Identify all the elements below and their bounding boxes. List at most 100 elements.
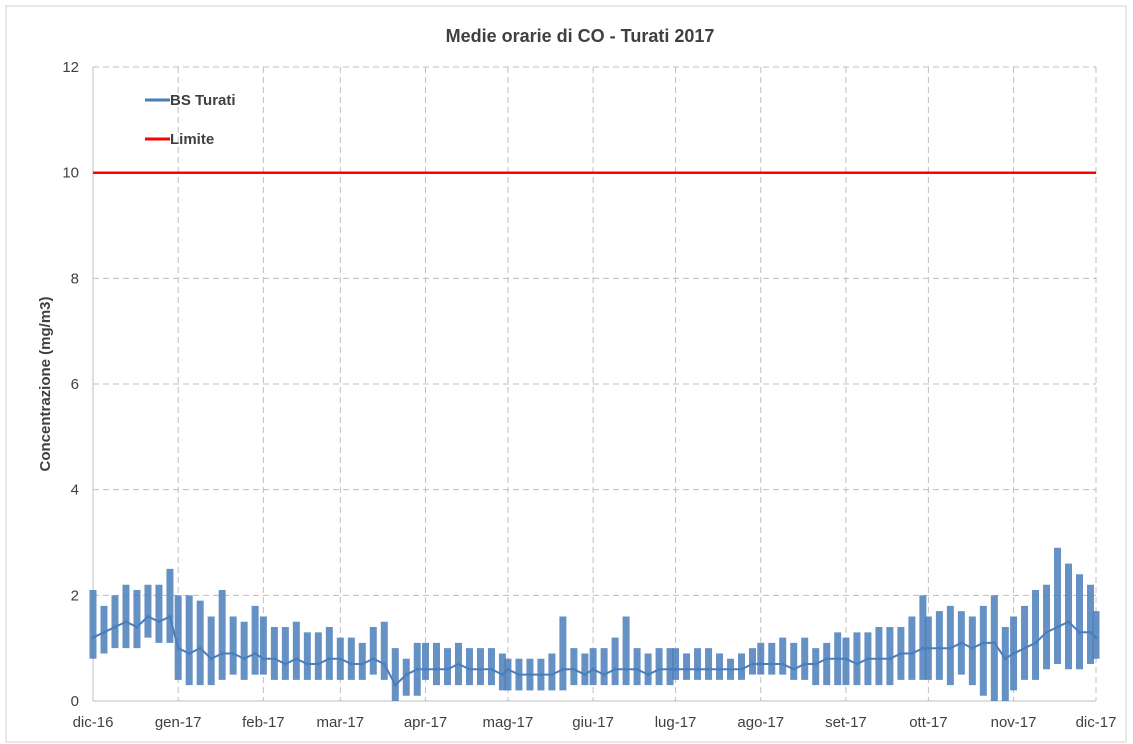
x-tick-label: set-17 <box>825 714 867 731</box>
data-point <box>434 667 438 671</box>
x-tick-label: mar-17 <box>317 714 365 731</box>
data-point <box>146 614 150 618</box>
data-point <box>327 657 331 661</box>
data-point <box>825 657 829 661</box>
legend-label-bs-turati: BS Turati <box>170 92 236 109</box>
data-point <box>467 667 471 671</box>
data-point <box>948 646 952 650</box>
x-tick-label: apr-17 <box>404 714 447 731</box>
data-point <box>91 636 95 640</box>
data-point <box>1056 625 1060 629</box>
data-point <box>242 657 246 661</box>
data-point <box>888 657 892 661</box>
data-point <box>981 641 985 645</box>
data-point <box>261 657 265 661</box>
data-point <box>360 662 364 666</box>
data-point <box>959 641 963 645</box>
data-point <box>707 667 711 671</box>
y-tick-label: 12 <box>62 59 79 76</box>
x-tick-label: mag-17 <box>483 714 534 731</box>
data-point <box>855 662 859 666</box>
legend: BS Turati Limite <box>145 92 236 148</box>
data-point <box>740 667 744 671</box>
data-point <box>506 667 510 671</box>
y-tick-label: 8 <box>71 270 79 287</box>
x-tick-label: dic-16 <box>73 714 114 731</box>
data-point <box>1023 646 1027 650</box>
data-point <box>135 625 139 629</box>
data-point <box>539 673 543 677</box>
tick-layer: 0 2 4 6 8 10 12 dic-16 gen-17 feb-17 mar-17 apr-17 m… <box>62 59 1116 731</box>
data-point <box>866 657 870 661</box>
x-tick-label: lug-17 <box>655 714 697 731</box>
data-point <box>921 646 925 650</box>
data-point <box>528 673 532 677</box>
data-point <box>1094 636 1098 640</box>
series-layer <box>89 171 1100 701</box>
grid-layer <box>92 66 1097 702</box>
data-point <box>583 673 587 677</box>
data-point <box>338 657 342 661</box>
data-point <box>1089 630 1093 634</box>
data-point <box>781 662 785 666</box>
data-point <box>1034 641 1038 645</box>
y-tick-label: 4 <box>71 482 79 499</box>
data-point <box>124 620 128 624</box>
data-point <box>696 667 700 671</box>
x-tick-label: ago-17 <box>737 714 784 731</box>
data-point <box>751 662 755 666</box>
data-point <box>349 662 353 666</box>
series-line-bs-turati <box>92 615 1097 687</box>
data-point <box>102 630 106 634</box>
data-point <box>253 651 257 655</box>
x-tick-label: ott-17 <box>909 714 947 731</box>
data-point <box>668 667 672 671</box>
data-point <box>500 673 504 677</box>
data-point <box>393 683 397 687</box>
data-point <box>1078 630 1082 634</box>
data-point <box>424 667 428 671</box>
data-point <box>478 667 482 671</box>
chart-frame <box>5 5 1127 743</box>
legend-label-limite: Limite <box>170 131 214 148</box>
data-point <box>718 667 722 671</box>
data-point <box>992 641 996 645</box>
y-tick-label: 0 <box>71 693 79 710</box>
data-point <box>657 667 661 671</box>
data-point <box>550 673 554 677</box>
data-point <box>803 662 807 666</box>
data-point <box>316 662 320 666</box>
data-point <box>624 667 628 671</box>
data-point <box>231 651 235 655</box>
data-point <box>770 662 774 666</box>
data-point <box>220 651 224 655</box>
data-point <box>198 646 202 650</box>
data-point <box>157 620 161 624</box>
data-point <box>685 667 689 671</box>
y-tick-label: 6 <box>71 376 79 393</box>
x-tick-label: gen-17 <box>155 714 202 731</box>
data-point <box>561 667 565 671</box>
data-point <box>814 662 818 666</box>
data-point <box>1045 630 1049 634</box>
data-point <box>926 646 930 650</box>
data-point <box>877 657 881 661</box>
y-axis-title: Concentrazione (mg/m3) <box>37 296 54 471</box>
data-point <box>209 657 213 661</box>
data-point <box>1003 657 1007 661</box>
data-point <box>591 667 595 671</box>
data-point <box>445 667 449 671</box>
x-tick-label: giu-17 <box>572 714 614 731</box>
data-point <box>910 651 914 655</box>
x-tick-label: feb-17 <box>242 714 285 731</box>
data-point <box>404 673 408 677</box>
data-point <box>168 614 172 618</box>
data-point <box>937 646 941 650</box>
data-point <box>1012 651 1016 655</box>
data-point <box>836 657 840 661</box>
data-point <box>844 657 848 661</box>
data-point <box>899 651 903 655</box>
data-point <box>456 662 460 666</box>
series-bs-turati <box>89 547 1100 701</box>
